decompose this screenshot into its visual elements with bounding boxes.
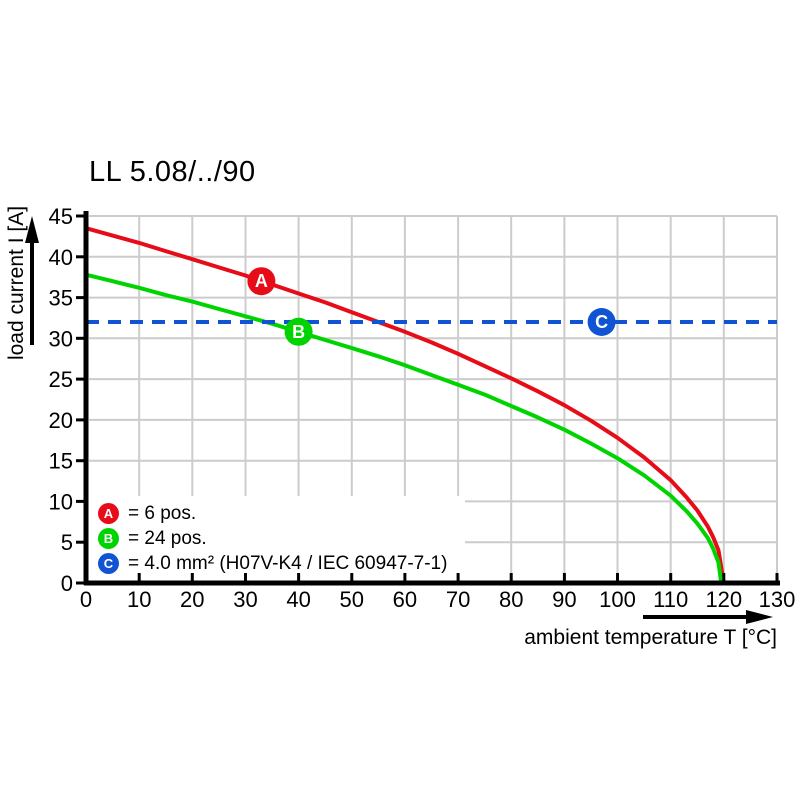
y-tick-label: 15: [49, 449, 73, 474]
marker-c: [587, 308, 616, 336]
y-tick-label: 10: [49, 489, 73, 514]
chart-title: LL 5.08/../90: [89, 156, 256, 188]
series-a-curve: [84, 226, 726, 585]
y-tick-label: 45: [49, 204, 73, 229]
x-tick-label: 110: [653, 587, 688, 612]
x-tick-label: 70: [446, 587, 470, 612]
legend-marker-a-icon: A: [98, 503, 119, 524]
marker-a-letter: A: [255, 271, 268, 291]
marker-b-letter: B: [292, 322, 305, 342]
x-tick-label: 90: [552, 587, 576, 612]
legend-marker-c-icon: C: [98, 553, 119, 574]
legend-label-b: = 24 pos.: [128, 527, 207, 549]
y-tick-label: 20: [49, 408, 73, 433]
x-tick-label: 60: [393, 587, 417, 612]
legend-item-c: C = 4.0 mm² (H07V-K4 / IEC 60947-7-1): [98, 553, 447, 574]
x-tick-label: 100: [599, 587, 636, 612]
marker-a: [247, 267, 276, 296]
legend-item-a: A = 6 pos.: [98, 503, 447, 524]
y-axis-arrowhead-icon: [25, 216, 39, 243]
marker-b: [284, 317, 313, 346]
y-tick-label: 0: [61, 571, 73, 596]
legend-label-c: = 4.0 mm² (H07V-K4 / IEC 60947-7-1): [128, 552, 448, 574]
y-tick-label: 25: [49, 367, 73, 392]
legend: A = 6 pos. B = 24 pos. C = 4.0 mm² (H07V…: [98, 503, 447, 578]
x-tick-label: 30: [233, 587, 257, 612]
y-tick-label: 40: [49, 245, 73, 270]
x-tick-label: 130: [759, 587, 796, 612]
x-tick-label: 20: [180, 587, 204, 612]
x-tick-label: 40: [286, 587, 310, 612]
x-tick-label: 50: [340, 587, 364, 612]
legend-background: [88, 496, 465, 581]
x-tick-label: 10: [127, 587, 151, 612]
legend-label-a: = 6 pos.: [128, 502, 197, 524]
y-tick-label: 35: [49, 286, 73, 311]
x-axis-arrowhead-icon: [746, 610, 773, 624]
marker-c-letter: C: [595, 312, 608, 332]
y-tick-label: 30: [49, 326, 73, 351]
series-b-curve: [84, 272, 724, 585]
legend-marker-b-icon: B: [98, 528, 119, 549]
x-axis-label: ambient temperature T [°C]: [524, 626, 777, 649]
y-tick-label: 5: [61, 530, 73, 555]
x-tick-label: 120: [705, 587, 742, 612]
x-tick-label: 80: [499, 587, 523, 612]
x-tick-label: 0: [80, 587, 92, 612]
y-axis-label: load current I [A]: [5, 205, 28, 361]
legend-item-b: B = 24 pos.: [98, 528, 447, 549]
